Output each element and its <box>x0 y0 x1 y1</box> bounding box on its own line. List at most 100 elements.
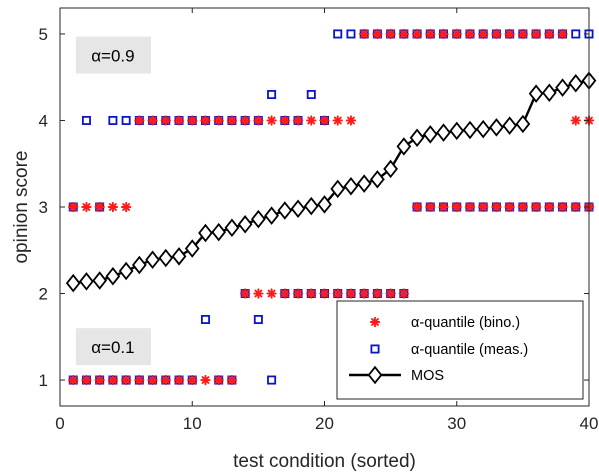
bino-lower-point <box>213 374 224 386</box>
mos-point <box>132 255 147 275</box>
bino-upper-point <box>530 28 542 40</box>
bino-lower-point <box>438 201 449 213</box>
mos-point <box>343 176 359 196</box>
mos-point <box>277 201 293 220</box>
bino-upper-point <box>544 28 555 40</box>
legend: α-quantile (bino.) α-quantile (meas.) MOS <box>336 300 584 400</box>
bino-lower-point <box>372 288 383 299</box>
mos-point <box>396 137 412 156</box>
meas-upper-point <box>346 29 356 39</box>
bino-lower-point <box>425 201 436 213</box>
bino-upper-point <box>306 115 317 126</box>
bino-lower-point <box>557 201 568 213</box>
x-tick-label: 0 <box>55 414 64 433</box>
plot-marks <box>65 28 597 386</box>
bino-upper-point <box>279 115 290 126</box>
meas-upper-point <box>121 115 131 125</box>
bino-lower-point <box>345 288 357 299</box>
bino-lower-point <box>530 201 542 213</box>
bino-upper-point <box>134 115 145 126</box>
bino-upper-point <box>187 115 198 126</box>
mos-point <box>422 125 438 144</box>
y-tick-label: 4 <box>39 111 48 130</box>
mos-point <box>383 159 398 179</box>
mos-point <box>92 271 108 290</box>
mos-point <box>290 199 306 218</box>
legend-label: α-quantile (bino.) <box>411 315 520 331</box>
meas-upper-point <box>571 29 581 39</box>
bino-upper-point <box>504 28 515 40</box>
bino-upper-point <box>173 115 185 126</box>
meas-upper-point <box>267 90 277 100</box>
bino-lower-point <box>398 288 409 299</box>
bino-upper-point <box>253 115 264 126</box>
bino-upper-point <box>345 115 357 126</box>
mos-point <box>145 250 160 270</box>
legend-label: MOS <box>411 368 444 384</box>
meas-upper-point <box>81 115 91 125</box>
mos-point <box>489 118 504 137</box>
bino-lower-point <box>478 201 489 213</box>
mos-point <box>184 239 200 258</box>
mos-point <box>158 248 174 268</box>
bino-upper-point <box>332 115 343 126</box>
bino-upper-point <box>213 115 224 126</box>
mos-point <box>237 215 253 234</box>
mos-point <box>118 261 134 281</box>
mos-point <box>541 83 557 103</box>
mos-point <box>171 247 187 266</box>
bino-lower-point <box>279 288 290 299</box>
mos-point <box>211 222 227 242</box>
bino-lower-point <box>187 374 198 386</box>
mos-point <box>251 209 266 229</box>
bino-upper-point <box>292 115 304 126</box>
bino-lower-point <box>107 374 119 386</box>
bino-lower-point <box>517 201 529 213</box>
bino-upper-point <box>570 115 581 126</box>
bino-lower-point <box>120 374 132 386</box>
bino-upper-point <box>239 115 251 126</box>
mos-point <box>475 119 491 139</box>
mos-point <box>409 128 425 148</box>
bino-upper-point <box>425 28 436 40</box>
bino-upper-point <box>411 28 423 40</box>
bino-upper-point <box>94 201 105 213</box>
bino-upper-point <box>491 28 502 40</box>
bino-upper-point <box>372 28 383 40</box>
bino-lower-point <box>306 288 317 299</box>
bino-lower-point <box>359 288 370 299</box>
mos-point <box>502 116 517 135</box>
bino-lower-point <box>239 288 251 299</box>
meas-upper-point <box>306 90 316 100</box>
mos-point <box>555 78 570 97</box>
bino-upper-point <box>68 201 79 213</box>
mos-point <box>449 121 465 141</box>
bino-lower-point <box>570 201 581 213</box>
mos-point <box>436 123 451 142</box>
x-tick-label: 30 <box>447 414 466 433</box>
bino-lower-point <box>68 374 79 386</box>
mos-point <box>198 223 213 243</box>
x-tick-label: 40 <box>580 414 599 433</box>
y-axis-title: opinion score <box>11 150 32 263</box>
meas-upper-point <box>108 115 118 125</box>
bino-upper-point <box>200 115 211 126</box>
mos-point <box>568 74 584 93</box>
y-tick-label: 1 <box>39 371 48 390</box>
mos-point <box>79 272 94 291</box>
series-bino <box>68 28 595 386</box>
legend-label: α-quantile (meas.) <box>411 342 528 358</box>
bino-lower-point <box>292 288 304 299</box>
bino-upper-point <box>120 201 132 213</box>
y-tick-label: 3 <box>39 198 48 217</box>
bino-lower-point <box>94 374 105 386</box>
bino-lower-point <box>253 288 264 299</box>
mos-point <box>105 266 121 286</box>
annotation-text: α=0.9 <box>91 47 134 66</box>
mos-point <box>317 195 332 214</box>
bino-lower-point <box>544 201 555 213</box>
legend-bino-marker <box>369 316 381 328</box>
bino-upper-point <box>107 201 119 213</box>
bino-lower-point <box>160 374 171 386</box>
